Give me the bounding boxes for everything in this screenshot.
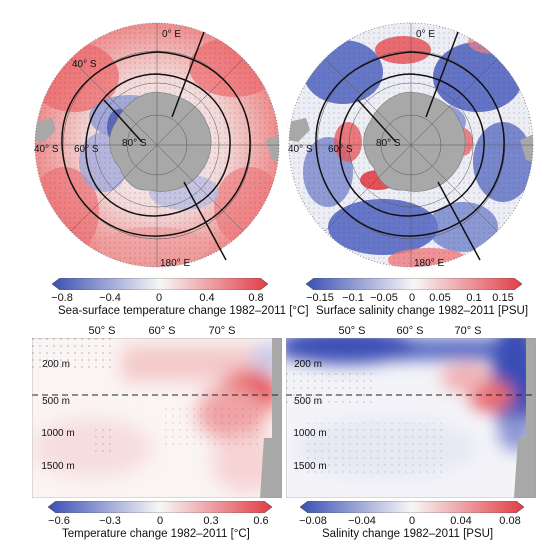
sal-tick: 0.08 (499, 515, 521, 527)
sst-lat-label-80: 80° S (122, 138, 147, 149)
sst-tick: −0.4 (99, 292, 121, 304)
section-depth-tick: 500 m (42, 396, 70, 407)
sst-tick: 0 (155, 292, 163, 304)
sst-colorbar (52, 278, 268, 290)
section-lat-tick: 60° S (396, 325, 424, 337)
front-line-inner (85, 73, 231, 217)
section-depth-tick: 1500 m (293, 461, 327, 472)
sss-lon-top: 0° E (416, 29, 435, 40)
section-lat-tick: 50° S (88, 325, 116, 337)
sst-lat-label-40: 40° S (34, 144, 59, 155)
sss-tick: 0.15 (492, 292, 514, 304)
sss-lon-bottom: 180° E (414, 258, 444, 268)
sst-tick: 0.8 (248, 292, 264, 304)
section-depth-tick: 1000 m (41, 428, 75, 439)
sss-lat-label-60: 60° S (328, 144, 353, 155)
temp-tick: 0 (156, 515, 164, 527)
temperature-section (32, 338, 282, 498)
sss-tick: 0 (408, 292, 416, 304)
sal-tick: 0 (408, 515, 416, 527)
section-lat-tick: 70° S (208, 325, 236, 337)
temp-tick: 0.3 (203, 515, 219, 527)
sst-lat-label-60: 60° S (74, 144, 99, 155)
front-line-inner (339, 73, 485, 217)
sal-tick: 0.04 (450, 515, 472, 527)
section-lat-tick: 60° S (148, 325, 176, 337)
sal-tick: −0.04 (348, 515, 376, 527)
salinity-section (286, 338, 536, 498)
sst-lon-bottom: 180° E (160, 258, 190, 268)
sss-map: 0° E 180° E 40° S 60° S 80° S (288, 22, 534, 268)
sss-tick: −0.15 (306, 292, 334, 304)
sst-tick: 0.4 (199, 292, 215, 304)
front-line-outer (61, 51, 251, 237)
section-depth-tick: 1500 m (41, 461, 75, 472)
salinity-colorbar (300, 501, 524, 513)
sss-colorbar (306, 278, 522, 290)
temp-tick: −0.6 (48, 515, 70, 527)
section-lat-tick: 70° S (454, 325, 482, 337)
temperature-colorbar-label: Temperature change 1982–2011 [°C] (62, 528, 250, 540)
sss-lat-label-80: 80° S (376, 138, 401, 149)
sst-map: 0° E 180° E 40° S 60° S 80° S 40° S (34, 22, 280, 268)
section-depth-tick: 500 m (294, 396, 322, 407)
sss-colorbar-label: Surface salinity change 1982–2011 [PSU] (316, 305, 529, 317)
sst-colorbar-label: Sea-surface temperature change 1982–2011… (58, 305, 309, 317)
sss-tick: −0.1 (342, 292, 364, 304)
sal-tick: −0.08 (299, 515, 327, 527)
front-line-outer (315, 51, 505, 237)
sst-ring-label: 40° S (72, 59, 97, 70)
sss-lat-label-40: 40° S (288, 144, 313, 155)
section-depth-tick: 1000 m (293, 428, 327, 439)
salinity-colorbar-label: Salinity change 1982–2011 [PSU] (322, 528, 494, 540)
section-depth-tick: 200 m (42, 359, 70, 370)
sss-tick: −0.05 (370, 292, 398, 304)
section-lat-tick: 50° S (338, 325, 366, 337)
sst-lon-top: 0° E (162, 29, 181, 40)
section-depth-tick: 200 m (294, 359, 322, 370)
temp-tick: 0.6 (253, 515, 269, 527)
sst-tick: −0.8 (51, 292, 73, 304)
temp-tick: −0.3 (99, 515, 121, 527)
temperature-colorbar (48, 501, 272, 513)
sss-tick: 0.05 (429, 292, 451, 304)
sss-tick: 0.1 (466, 292, 482, 304)
